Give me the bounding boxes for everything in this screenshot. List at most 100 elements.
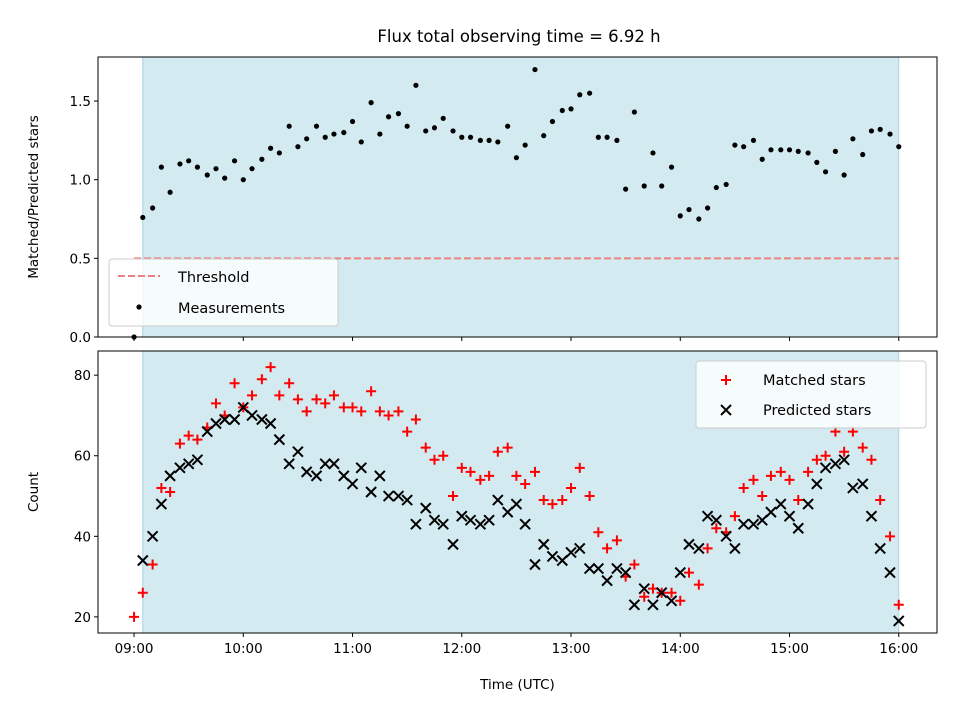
measurement-point — [459, 134, 465, 140]
predicted-point — [802, 498, 814, 510]
predicted-point — [392, 490, 405, 502]
matched-point — [429, 454, 440, 465]
y-tick-label: 40 — [74, 529, 91, 545]
top-panel: 0.0 0.5 1.0 1.5 Matched/Predicted stars Thres… — [26, 56, 938, 346]
predicted-point — [219, 413, 231, 426]
measurement-point — [595, 134, 601, 140]
legend-matched-label: Matched stars — [763, 373, 866, 389]
legend-measurement-label: Measurements — [178, 301, 285, 317]
predicted-point — [365, 486, 377, 498]
y-axis-label: Count — [26, 472, 42, 512]
y-tick-label: 80 — [74, 368, 91, 384]
matched-point — [711, 523, 722, 534]
measurement-point — [778, 147, 784, 153]
predicted-point — [246, 409, 258, 422]
predicted-point — [374, 470, 386, 482]
measurement-point — [860, 151, 866, 158]
predicted-point — [565, 546, 577, 559]
measurement-point — [505, 123, 511, 129]
matched-point — [247, 390, 258, 401]
y-tick-label: 0.0 — [70, 330, 91, 346]
predicted-point — [355, 462, 367, 474]
matched-point — [347, 402, 358, 413]
measurement-point — [486, 137, 492, 143]
matched-point — [611, 535, 622, 546]
predicted-point — [164, 470, 176, 482]
matched-point — [366, 386, 377, 397]
measurement-point — [413, 82, 419, 88]
predicted-point — [720, 530, 732, 543]
matched-point — [192, 434, 203, 445]
measurement-point — [732, 142, 738, 148]
legend-predicted-label: Predicted stars — [763, 403, 871, 419]
predicted-point — [701, 510, 714, 522]
measurement-point — [795, 148, 801, 154]
measurement-point — [404, 123, 410, 129]
predicted-point — [283, 458, 295, 470]
measurement-point — [204, 172, 210, 178]
x-tick-label: 13:00 — [552, 641, 591, 657]
predicted-point — [619, 566, 632, 579]
predicted-point — [292, 446, 304, 458]
measurement-point — [513, 155, 520, 161]
matched-point — [174, 438, 185, 449]
matched-point — [475, 474, 486, 485]
predicted-point — [857, 478, 869, 490]
legend-threshold-label: Threshold — [177, 270, 249, 286]
predicted-point — [538, 538, 550, 551]
measurement-point — [358, 139, 364, 145]
predicted-point — [574, 542, 586, 555]
measurement-point — [268, 145, 274, 151]
predicted-point — [556, 554, 568, 567]
measurement-point — [887, 131, 893, 137]
x-tick-label: 15:00 — [770, 641, 809, 657]
predicted-point — [792, 522, 804, 534]
measurement-point — [194, 164, 201, 170]
matched-point — [274, 390, 285, 401]
measurement-point — [786, 147, 793, 153]
matched-point — [684, 567, 695, 578]
predicted-point — [492, 494, 504, 506]
legend-measurement-swatch — [136, 304, 142, 310]
measurement-point — [276, 150, 282, 156]
measurement-point — [341, 129, 347, 136]
matched-point — [129, 611, 140, 622]
predicted-point — [328, 458, 340, 470]
predicted-point — [319, 458, 331, 470]
matched-point — [893, 599, 904, 610]
legend: Matched stars Predicted stars — [695, 360, 927, 429]
matched-point — [465, 466, 476, 477]
predicted-point — [456, 510, 468, 522]
measurement-point — [450, 128, 456, 134]
measurement-point — [286, 123, 292, 129]
legend-predicted-swatch — [720, 404, 732, 416]
predicted-point — [674, 566, 686, 579]
predicted-point — [447, 538, 459, 551]
axes-frame — [97, 350, 938, 634]
measurement-point — [850, 136, 856, 142]
predicted-point — [210, 417, 222, 430]
measurement-point — [768, 147, 774, 153]
matched-point — [383, 410, 394, 421]
matched-point — [574, 462, 585, 473]
x-tick-label: 10:00 — [224, 641, 263, 657]
predicted-point — [611, 562, 623, 575]
measurement-point — [158, 164, 164, 170]
predicted-point — [483, 514, 495, 526]
predicted-point — [693, 542, 705, 555]
legend: Threshold Measurements — [108, 258, 339, 327]
measurement-point — [877, 126, 883, 132]
matched-point — [729, 511, 740, 522]
measurement-point — [559, 107, 565, 114]
matched-point — [885, 531, 896, 542]
measurement-point — [259, 156, 265, 162]
matched-point — [284, 378, 295, 389]
measurement-point — [896, 144, 902, 150]
measurement-point — [814, 159, 820, 165]
predicted-point — [655, 587, 668, 599]
matched-point — [328, 390, 339, 401]
matched-point — [675, 595, 686, 606]
y-tick-label: 20 — [74, 610, 91, 626]
predicted-point — [256, 413, 268, 426]
bottom-panel: 20 40 60 80 09:00 10:00 11:00 12:00 13:00 14:00 15… — [26, 350, 938, 693]
